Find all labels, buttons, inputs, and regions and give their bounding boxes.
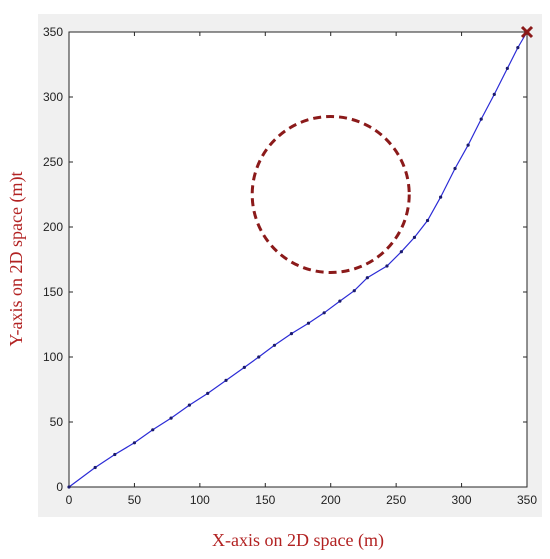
plot-area bbox=[68, 31, 528, 488]
x-tick-label: 200 bbox=[321, 493, 341, 507]
path-point bbox=[113, 452, 117, 457]
path-point bbox=[132, 441, 137, 445]
path-point bbox=[224, 378, 228, 382]
x-tick-label: 250 bbox=[386, 493, 406, 507]
path-point bbox=[466, 143, 470, 147]
x-tick-label: 350 bbox=[517, 493, 537, 507]
y-tick-label: 100 bbox=[43, 350, 63, 364]
y-tick-label: 250 bbox=[43, 155, 63, 169]
path-point bbox=[516, 46, 520, 50]
x-tick-label: 150 bbox=[255, 493, 275, 507]
x-tick-label: 50 bbox=[128, 493, 142, 507]
path-point bbox=[365, 276, 369, 280]
path-point bbox=[399, 250, 403, 254]
path-point bbox=[93, 465, 97, 470]
goal-layer bbox=[520, 25, 534, 39]
path-point bbox=[439, 195, 443, 199]
path-point bbox=[338, 299, 342, 303]
x-tick-label: 0 bbox=[66, 493, 73, 507]
obstacle-circle bbox=[250, 115, 411, 274]
path-point bbox=[492, 92, 496, 96]
x-tick-label: 100 bbox=[190, 493, 210, 507]
path-point bbox=[206, 391, 210, 395]
path-line bbox=[68, 31, 528, 488]
y-tick-label: 200 bbox=[43, 220, 63, 234]
path-point bbox=[242, 365, 246, 369]
path-point bbox=[67, 485, 71, 489]
path-point bbox=[169, 416, 173, 420]
axis-ticks: 0 50 100 150 200 250 300 350 0 50 100 150 200 250 300 3… bbox=[43, 25, 537, 507]
obstacle-layer bbox=[250, 115, 411, 274]
path-point bbox=[151, 428, 155, 432]
y-tick-label: 350 bbox=[43, 25, 63, 39]
y-tick-label: 150 bbox=[43, 285, 63, 299]
path-point bbox=[352, 289, 356, 293]
path-point bbox=[257, 355, 261, 359]
path-point bbox=[272, 343, 277, 347]
x-tick-label: 300 bbox=[452, 493, 472, 507]
goal-marker bbox=[520, 25, 534, 39]
path-point bbox=[322, 311, 326, 315]
path-point bbox=[453, 166, 457, 171]
y-tick-label: 300 bbox=[43, 90, 63, 104]
y-tick-label: 0 bbox=[56, 480, 63, 494]
path-point bbox=[412, 235, 417, 239]
path-point bbox=[479, 117, 483, 121]
x-axis-title: X-axis on 2D space (m) bbox=[212, 530, 384, 551]
path-point bbox=[425, 218, 430, 223]
series-layer bbox=[67, 30, 529, 489]
path-point bbox=[385, 264, 389, 268]
y-axis-title: Y-axis on 2D space (m)t bbox=[6, 172, 27, 347]
path-point bbox=[187, 403, 191, 407]
path-point bbox=[505, 66, 509, 70]
y-tick-label: 50 bbox=[50, 415, 64, 429]
path-point bbox=[289, 332, 294, 336]
path-point bbox=[306, 321, 311, 325]
